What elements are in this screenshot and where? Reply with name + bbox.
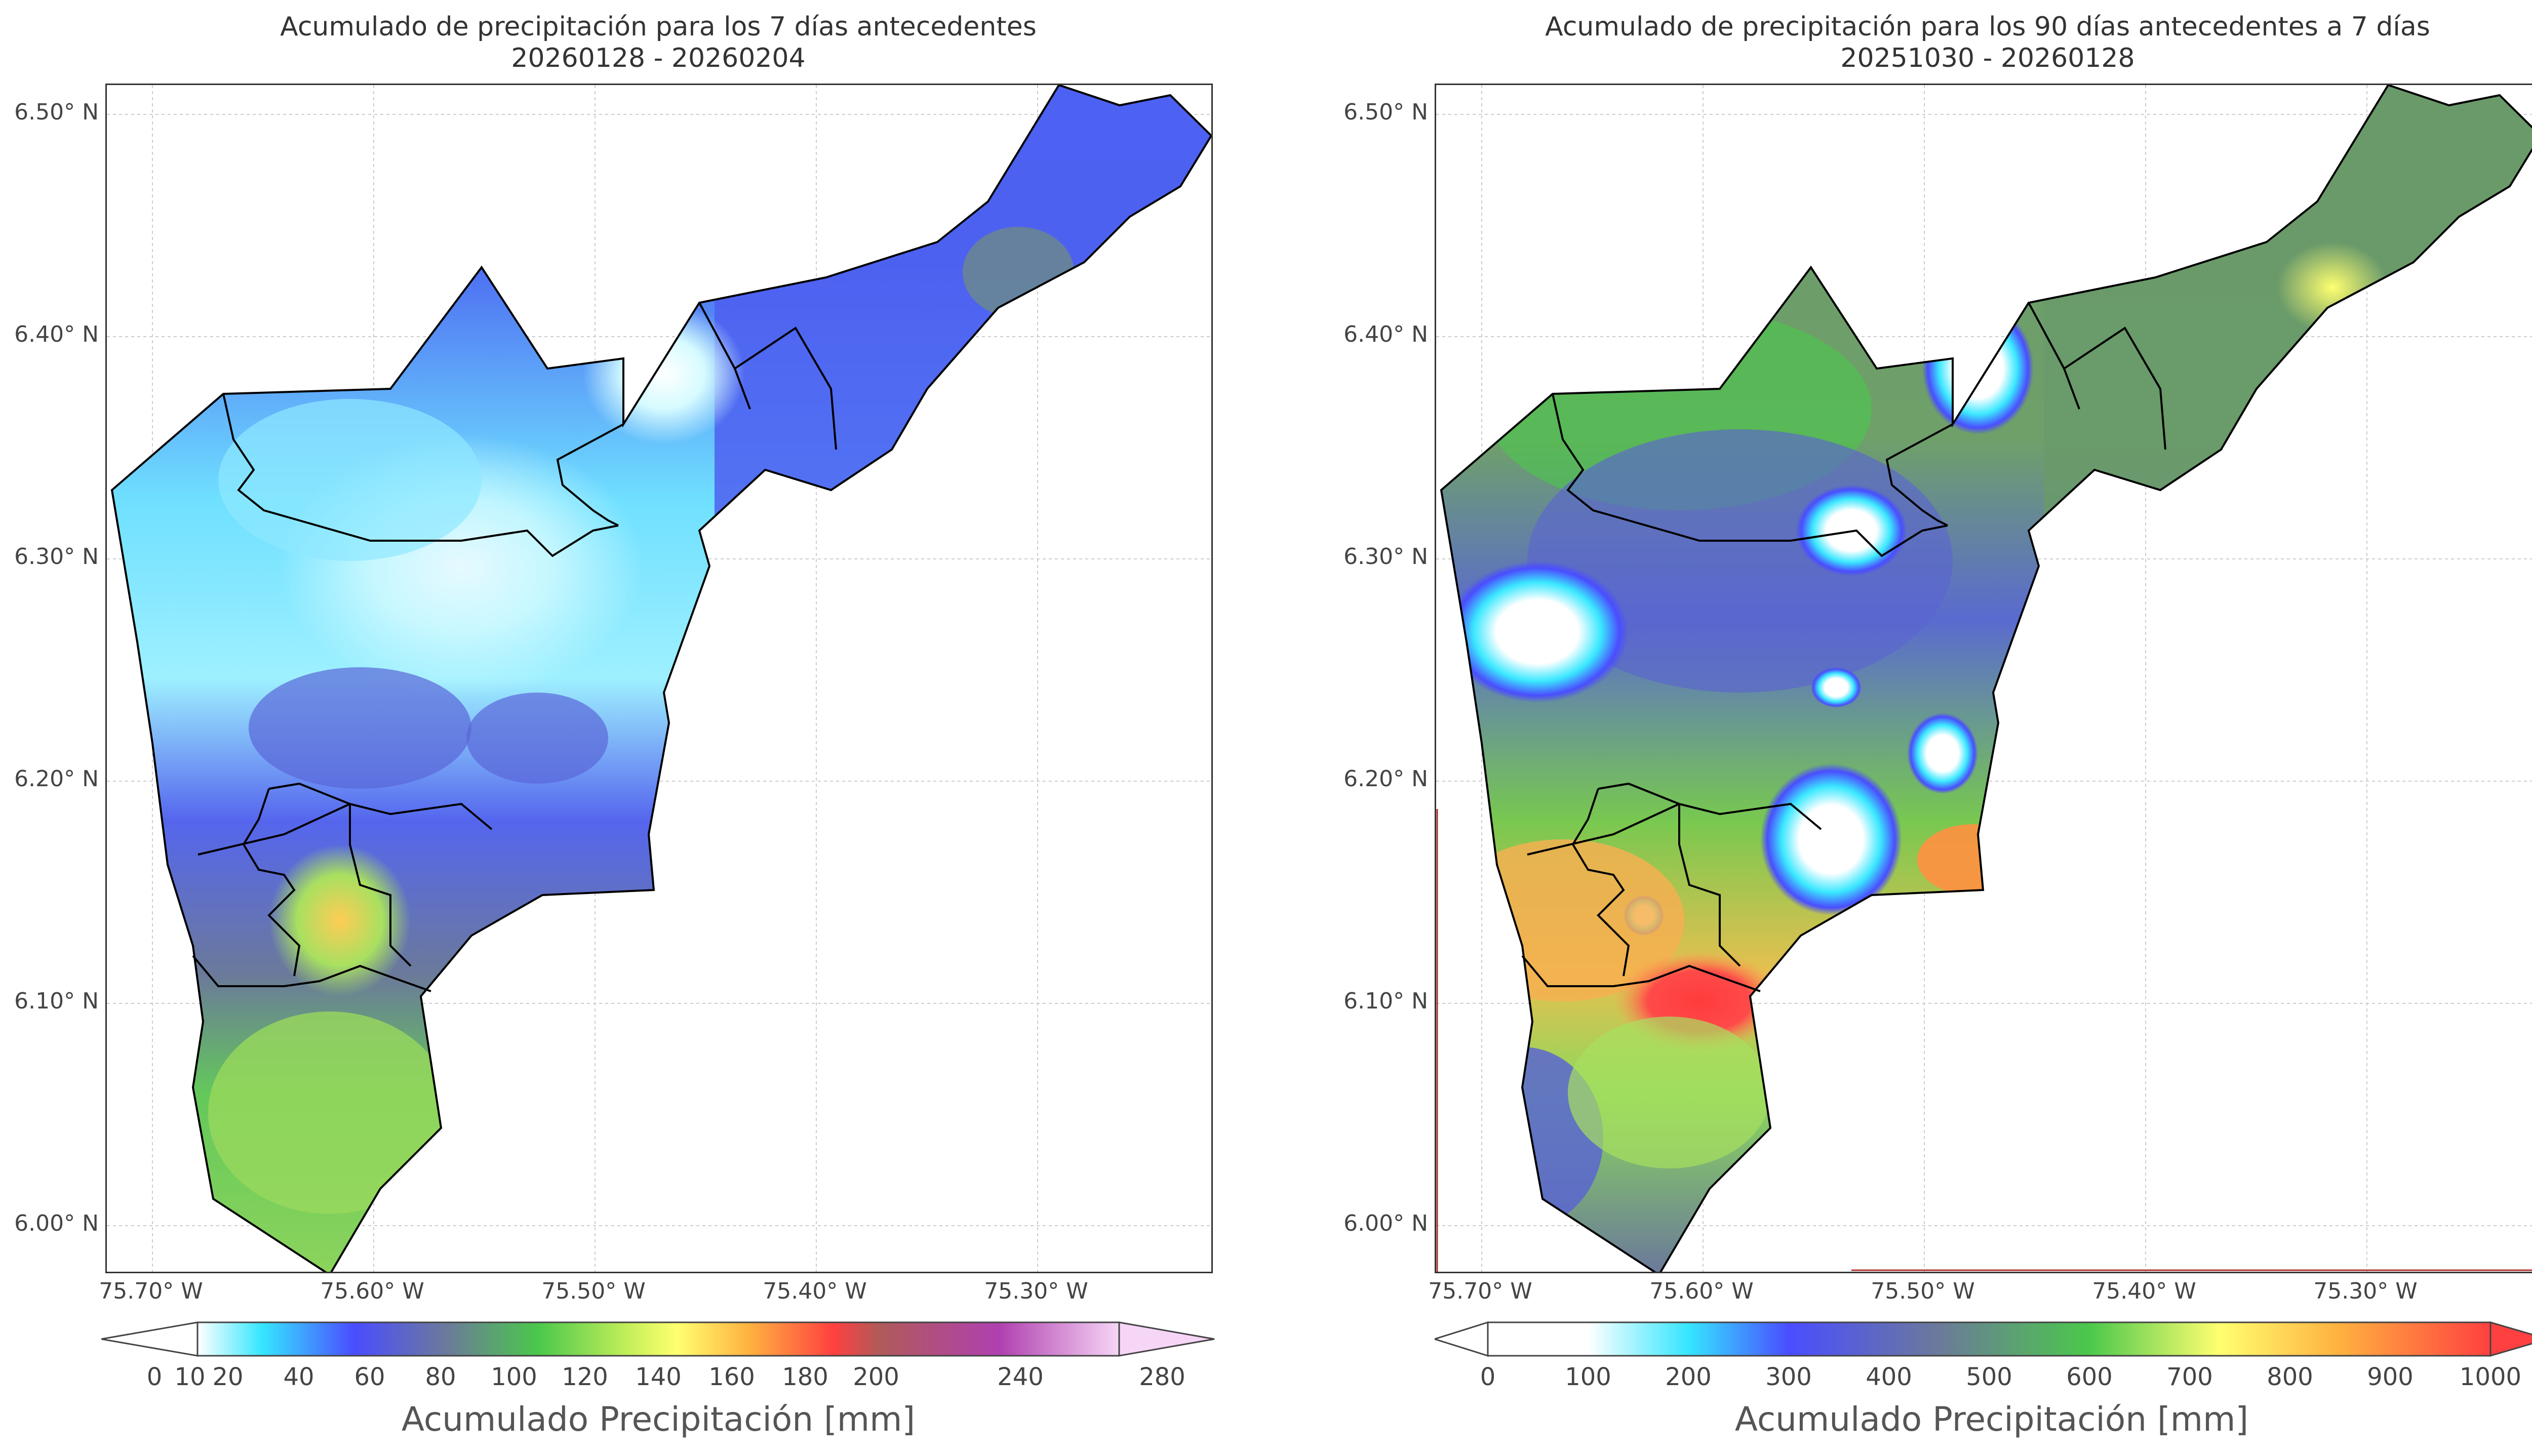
- left-cbar-tick-180: 180: [782, 1363, 828, 1391]
- left-cbar-tick-140: 140: [635, 1363, 682, 1391]
- left-colorbar: [101, 1321, 1215, 1357]
- left-lat-tick-3: 6.30° N: [14, 544, 99, 570]
- right-cbar-tick-1000: 1000: [2459, 1363, 2522, 1391]
- left-cbar-tick-0: 0: [146, 1363, 163, 1391]
- right-cbar-tick-700: 700: [2166, 1363, 2213, 1391]
- right-lon-tick-1: 75.70° W: [1428, 1278, 1532, 1304]
- right-lat-tick-5: 6.10° N: [1343, 988, 1428, 1014]
- right-precip-field: [1441, 85, 2532, 1272]
- left-lon-tick-5: 75.30° W: [984, 1278, 1088, 1304]
- right-colorbar-label: Acumulado Precipitación [mm]: [1734, 1400, 2249, 1439]
- left-cbar-tick-100: 100: [491, 1363, 537, 1391]
- left-cbar-tick-40: 40: [283, 1363, 314, 1391]
- right-lat-tick-6: 6.00° N: [1343, 1210, 1428, 1236]
- right-lon-tick-5: 75.30° W: [2313, 1278, 2418, 1304]
- left-lon-tick-1: 75.70° W: [99, 1278, 203, 1304]
- right-map-title: Acumulado de precipitación para los 90 d…: [1436, 11, 2532, 74]
- right-cbar-tick-300: 300: [1765, 1363, 1812, 1391]
- left-lat-tick-5: 6.10° N: [14, 988, 99, 1014]
- left-cbar-tick-80: 80: [425, 1363, 456, 1391]
- right-cbar-tick-800: 800: [2267, 1363, 2313, 1391]
- right-cbar-tick-500: 500: [1966, 1363, 2012, 1391]
- left-precipitation-map: [105, 84, 1213, 1273]
- right-title-line1: Acumulado de precipitación para los 90 d…: [1545, 12, 2430, 42]
- left-colorbar-label: Acumulado Precipitación [mm]: [401, 1400, 916, 1439]
- right-title-date-range: 20251030 - 20260128: [1840, 43, 2135, 73]
- right-cbar-tick-600: 600: [2066, 1363, 2113, 1391]
- right-cbar-tick-100: 100: [1565, 1363, 1611, 1391]
- left-lat-tick-1: 6.50° N: [14, 99, 99, 125]
- left-title-date-range: 20260128 - 20260204: [511, 43, 806, 73]
- left-cbar-tick-60: 60: [354, 1363, 385, 1391]
- left-lat-tick-6: 6.00° N: [14, 1210, 99, 1236]
- left-lat-tick-2: 6.40° N: [14, 321, 99, 347]
- left-cbar-tick-240: 240: [997, 1363, 1044, 1391]
- left-lon-tick-2: 75.60° W: [320, 1278, 424, 1304]
- left-map-title: Acumulado de precipitación para los 7 dí…: [106, 11, 1210, 74]
- left-cbar-tick-20: 20: [212, 1363, 244, 1391]
- right-cbar-tick-200: 200: [1665, 1363, 1712, 1391]
- left-cbar-tick-10: 10: [174, 1363, 206, 1391]
- right-cbar-tick-400: 400: [1866, 1363, 1912, 1391]
- left-lon-tick-4: 75.40° W: [763, 1278, 867, 1304]
- right-cbar-tick-0: 0: [1480, 1363, 1496, 1391]
- left-cbar-tick-280: 280: [1139, 1363, 1185, 1391]
- right-lon-tick-4: 75.40° W: [2092, 1278, 2196, 1304]
- right-cbar-tick-900: 900: [2367, 1363, 2414, 1391]
- left-cbar-tick-160: 160: [708, 1363, 755, 1391]
- right-lon-tick-2: 75.60° W: [1649, 1278, 1754, 1304]
- right-lat-tick-1: 6.50° N: [1343, 99, 1428, 125]
- right-precipitation-map: [1435, 84, 2532, 1273]
- right-lon-tick-3: 75.50° W: [1871, 1278, 1975, 1304]
- right-subbasin-borders: [1521, 302, 2166, 992]
- right-colorbar: [1432, 1321, 2532, 1357]
- left-subbasin-borders: [192, 302, 837, 992]
- right-lat-tick-4: 6.20° N: [1343, 766, 1428, 792]
- left-precip-field: [112, 85, 1211, 1272]
- left-lon-tick-3: 75.50° W: [541, 1278, 646, 1304]
- right-lat-tick-2: 6.40° N: [1343, 321, 1428, 347]
- left-lat-tick-4: 6.20° N: [14, 766, 99, 792]
- right-lat-tick-3: 6.30° N: [1343, 544, 1428, 570]
- left-cbar-tick-120: 120: [562, 1363, 608, 1391]
- left-title-line1: Acumulado de precipitación para los 7 dí…: [280, 12, 1037, 42]
- left-cbar-tick-200: 200: [853, 1363, 899, 1391]
